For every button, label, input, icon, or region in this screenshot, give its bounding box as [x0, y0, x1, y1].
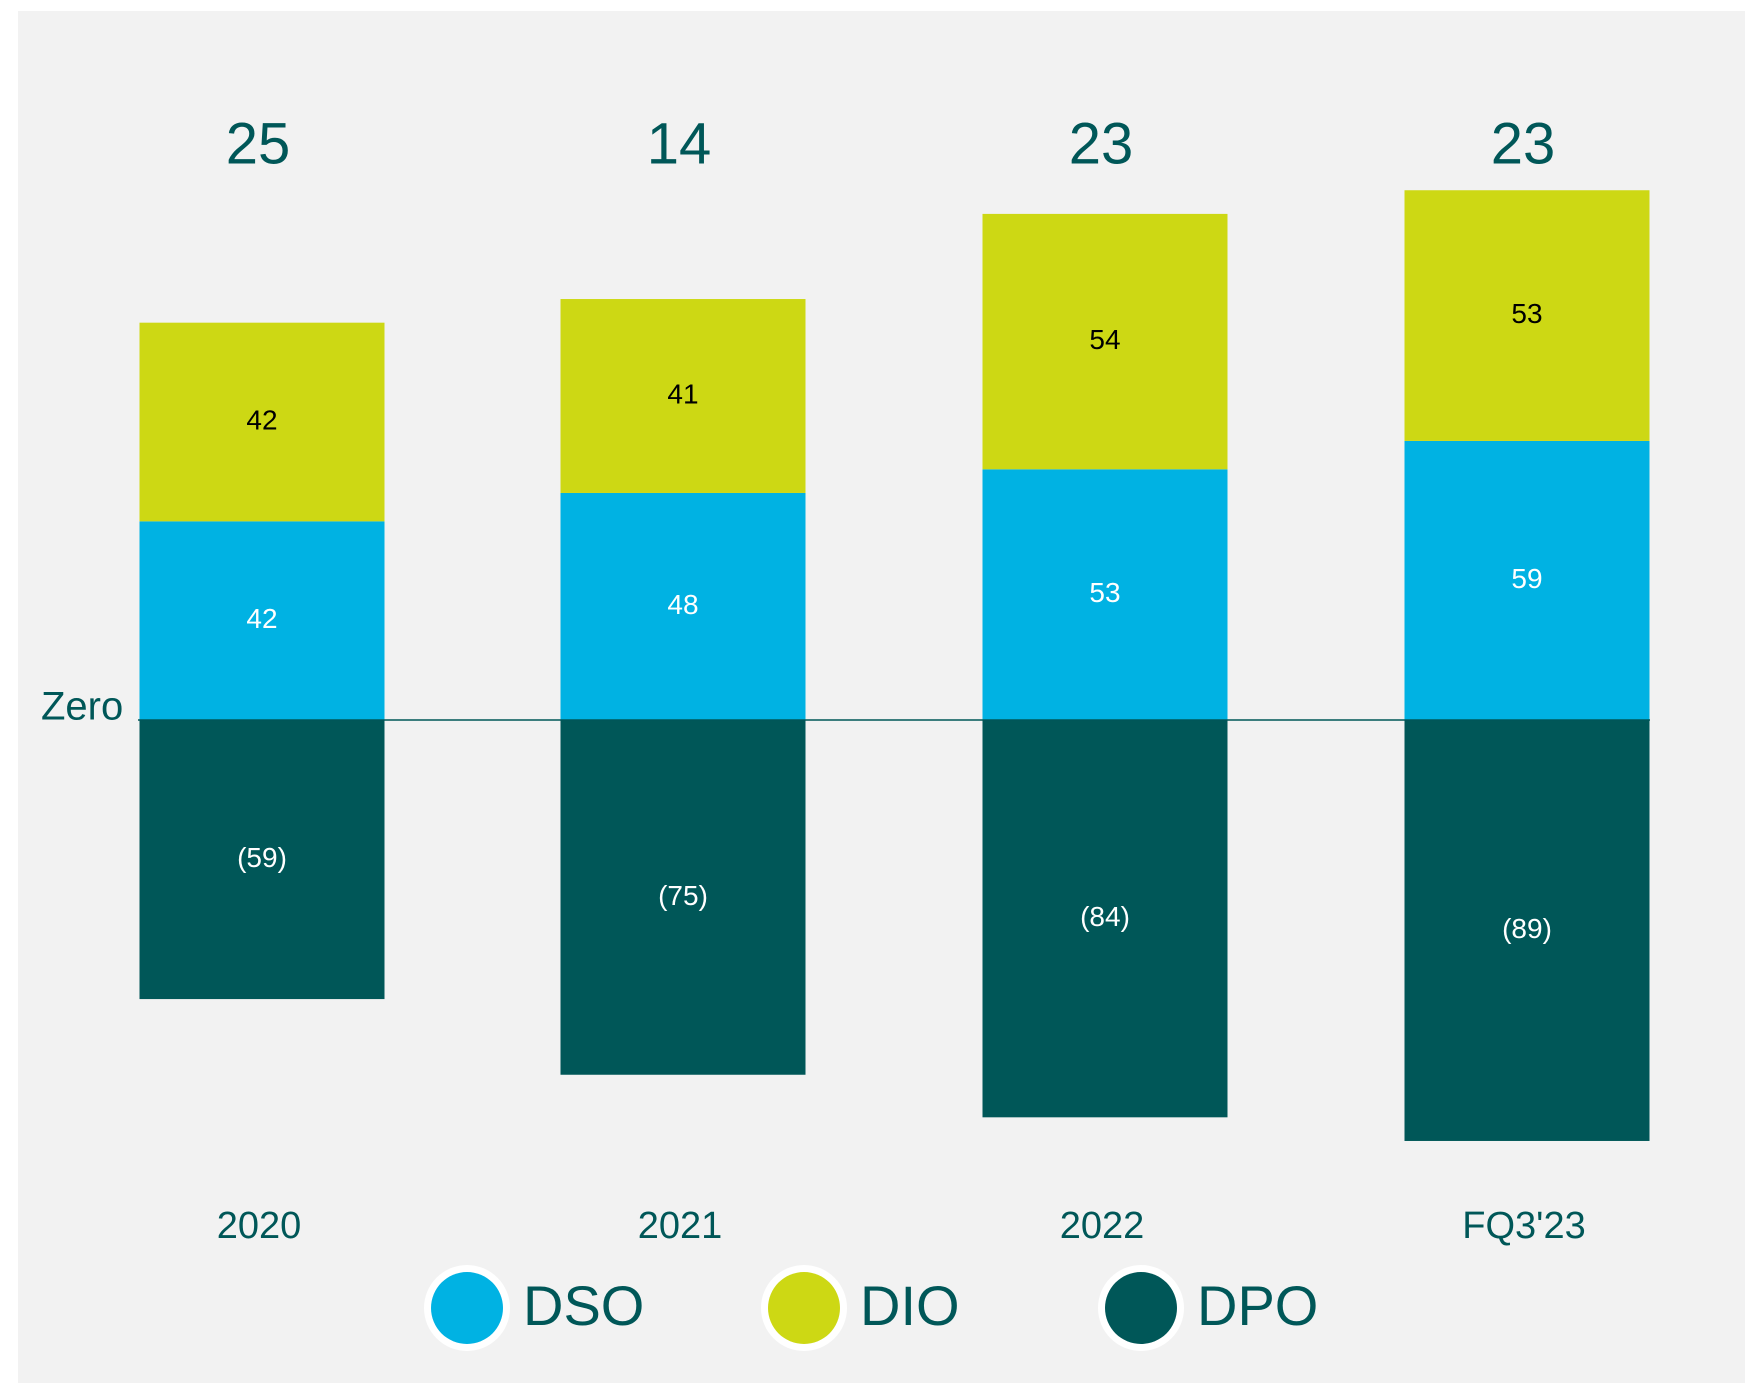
- data-label: 53: [1089, 577, 1120, 608]
- bar-segment: [139, 720, 385, 1000]
- total-label: 14: [647, 111, 712, 176]
- x-tick-label: 2022: [1060, 1205, 1145, 1247]
- data-label: 54: [1089, 324, 1120, 355]
- data-label: 42: [246, 603, 277, 634]
- data-label: 41: [667, 378, 698, 409]
- legend-swatch: [431, 1272, 503, 1344]
- data-label: 59: [1511, 563, 1542, 594]
- data-label: (89): [1502, 913, 1552, 944]
- data-label: (59): [237, 842, 287, 873]
- x-tick-label: 2020: [217, 1205, 302, 1247]
- total-label: 23: [1069, 111, 1134, 176]
- bar-segment: [1404, 440, 1650, 720]
- bar-segment: [982, 213, 1228, 470]
- bar-segment: [982, 469, 1228, 720]
- bar-segment: [982, 720, 1228, 1118]
- zero-label: Zero: [41, 685, 123, 729]
- data-label: 42: [246, 404, 277, 435]
- bar-segment: [1404, 190, 1650, 441]
- legend-swatch: [1105, 1272, 1177, 1344]
- bar-segment: [560, 492, 806, 720]
- bar-segment: [139, 322, 385, 522]
- bar-segment: [560, 299, 806, 493]
- data-label: (75): [658, 880, 708, 911]
- total-label: 23: [1491, 111, 1556, 176]
- legend-swatch: [768, 1272, 840, 1344]
- x-tick-label: 2021: [638, 1205, 723, 1247]
- bar-segment: [139, 521, 385, 720]
- legend-label: DSO: [523, 1274, 644, 1337]
- data-label: 53: [1511, 298, 1542, 329]
- total-label: 25: [226, 111, 291, 176]
- x-tick-label: FQ3'23: [1462, 1205, 1585, 1247]
- data-label: (84): [1080, 901, 1130, 932]
- bar-segment: [560, 720, 806, 1075]
- legend-label: DIO: [860, 1274, 960, 1337]
- data-label: 48: [667, 589, 698, 620]
- legend-label: DPO: [1197, 1274, 1318, 1337]
- bar-segment: [1404, 720, 1650, 1141]
